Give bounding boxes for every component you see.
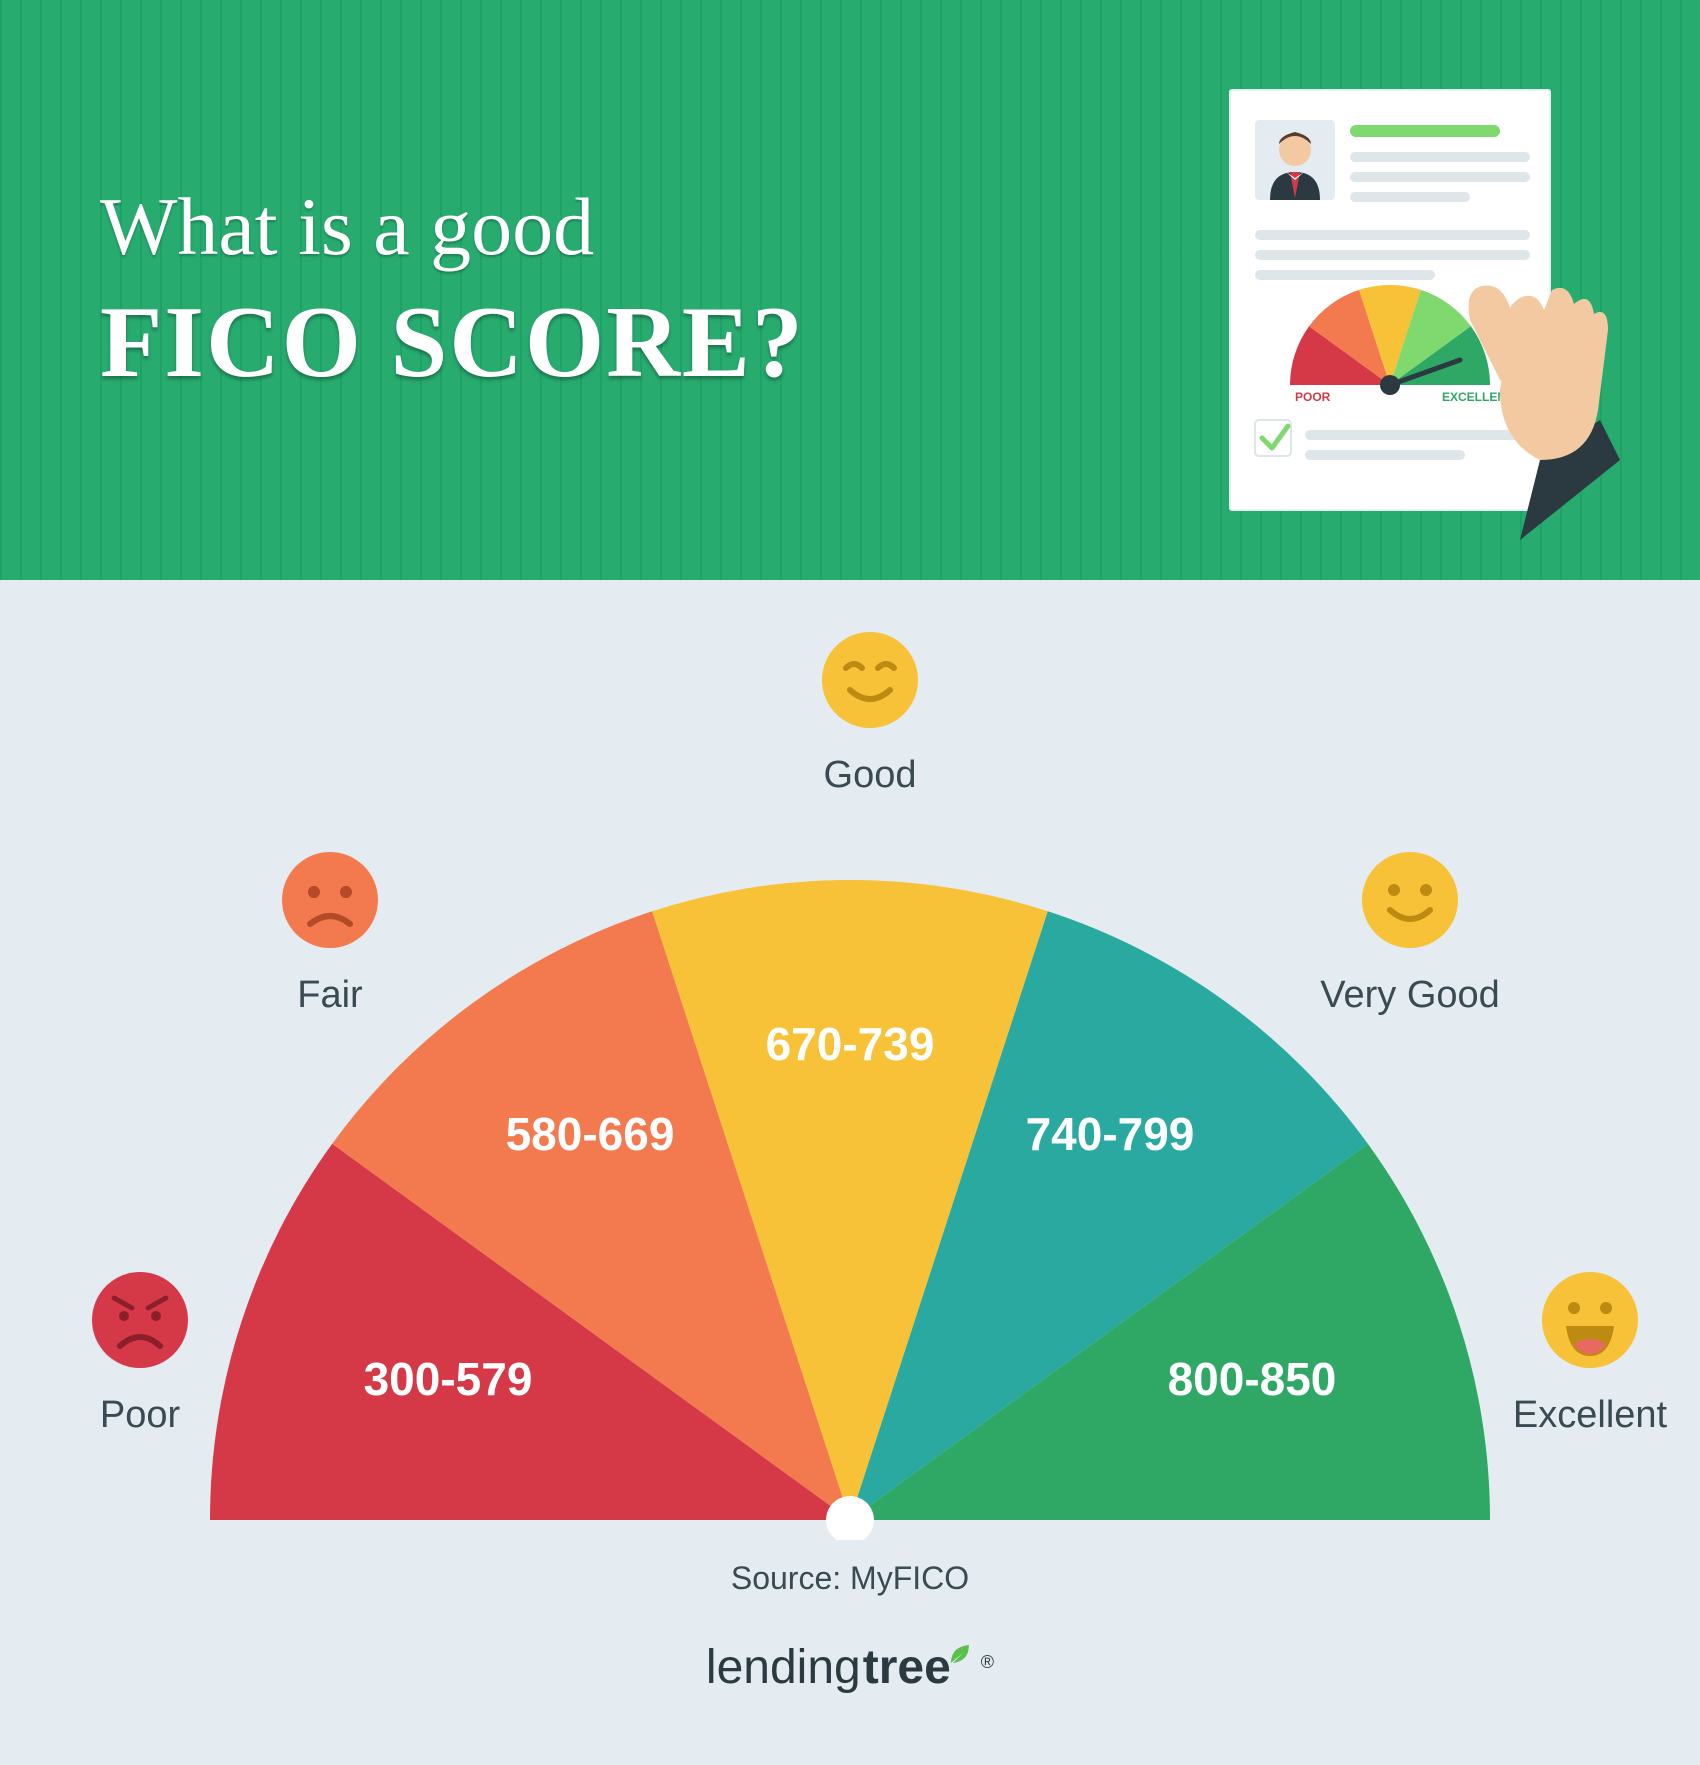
- range-verygood: 740-799: [1026, 1108, 1195, 1160]
- body: Poor Fair Good: [0, 580, 1700, 1765]
- logo-part1: lending: [706, 1640, 861, 1695]
- header: What is a good FICO SCORE?: [0, 0, 1700, 580]
- leaf-icon: [947, 1641, 973, 1667]
- header-text: What is a good FICO SCORE?: [100, 180, 805, 401]
- logo-part2: tree: [863, 1640, 951, 1695]
- lendingtree-logo: lendingtree ®: [706, 1640, 994, 1695]
- mini-poor-label: POOR: [1295, 390, 1331, 404]
- range-good: 670-739: [766, 1018, 935, 1070]
- infographic-container: What is a good FICO SCORE?: [0, 0, 1700, 1765]
- gauge-svg: 300-579 580-669 670-739 740-799 800-850: [210, 880, 1490, 1540]
- laugh-face-icon: [1540, 1270, 1640, 1370]
- label-excellent: Excellent: [1490, 1394, 1690, 1437]
- document-illustration: POOR EXCELLENT: [1200, 80, 1620, 540]
- angry-face-icon: [90, 1270, 190, 1370]
- gauge: 300-579 580-669 670-739 740-799 800-850: [210, 880, 1490, 1520]
- emoji-poor: Poor: [60, 1270, 220, 1437]
- emoji-excellent: Excellent: [1490, 1270, 1690, 1437]
- registered-mark: ®: [981, 1652, 994, 1673]
- source-text: Source: MyFICO: [731, 1560, 969, 1597]
- range-poor: 300-579: [364, 1353, 533, 1405]
- smile-face-icon: [820, 630, 920, 730]
- range-excellent: 800-850: [1168, 1353, 1337, 1405]
- emoji-good: Good: [790, 630, 950, 797]
- label-good: Good: [790, 754, 950, 797]
- label-poor: Poor: [60, 1394, 220, 1437]
- header-line1: What is a good: [100, 180, 805, 274]
- range-fair: 580-669: [506, 1108, 675, 1160]
- header-line2: FICO SCORE?: [100, 284, 805, 401]
